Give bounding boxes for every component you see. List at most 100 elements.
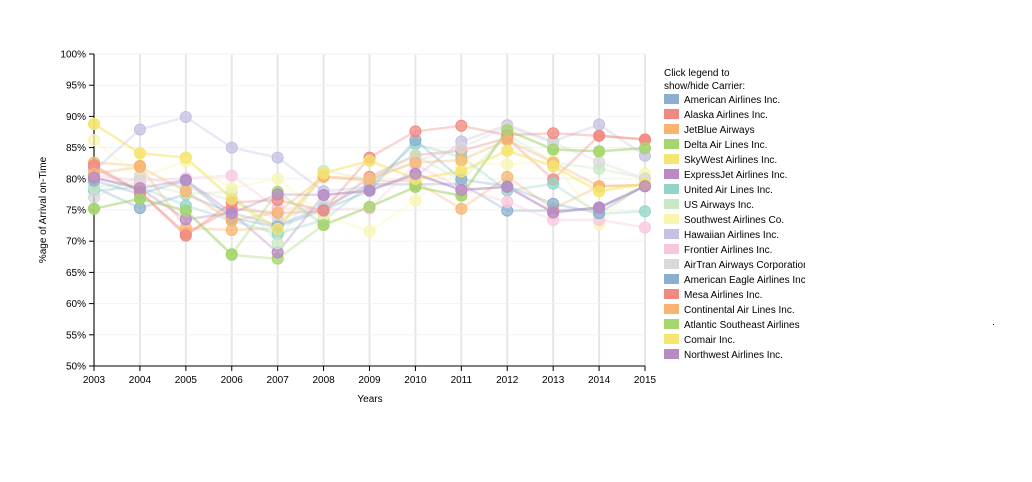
data-point	[455, 165, 468, 178]
y-tick-label: 85%	[66, 143, 86, 154]
legend-item[interactable]: Comair Inc.	[664, 334, 735, 346]
data-point	[501, 144, 514, 157]
legend-label[interactable]: Frontier Airlines Inc.	[684, 245, 772, 256]
data-point	[179, 111, 192, 124]
data-point	[88, 191, 100, 204]
legend-swatch[interactable]	[664, 184, 679, 194]
legend-label[interactable]: Delta Air Lines Inc.	[684, 140, 767, 151]
legend-swatch[interactable]	[664, 304, 679, 314]
data-point	[501, 158, 514, 171]
legend-swatch[interactable]	[664, 259, 679, 269]
data-point	[88, 202, 100, 215]
y-tick-label: 100%	[60, 50, 86, 61]
y-tick-label: 80%	[66, 174, 86, 185]
legend-swatch[interactable]	[664, 289, 679, 299]
data-point	[639, 221, 651, 234]
data-point	[363, 173, 376, 186]
legend-swatch[interactable]	[664, 319, 679, 329]
data-point	[363, 184, 376, 197]
legend-label[interactable]: Continental Air Lines Inc.	[684, 305, 795, 316]
legend-item[interactable]: United Air Lines Inc.	[664, 184, 773, 196]
legend-label[interactable]: Southwest Airlines Co.	[684, 215, 784, 226]
legend-item[interactable]: Continental Air Lines Inc.	[664, 304, 795, 316]
x-tick-label: 2005	[175, 375, 198, 386]
legend-swatch[interactable]	[664, 214, 679, 224]
legend-item[interactable]: Hawaiian Airlines Inc.	[664, 229, 779, 241]
legend-swatch[interactable]	[664, 199, 679, 209]
legend-item[interactable]: Alaska Airlines Inc.	[664, 109, 768, 121]
legend-label[interactable]: Atlantic Southeast Airlines	[684, 320, 800, 331]
x-axis: 2003 2004 2005 2006 2007 2008 2009 2010 2011 2012…	[83, 365, 657, 386]
legend-item[interactable]: Mesa Airlines Inc.	[664, 289, 762, 301]
legend-swatch[interactable]	[664, 274, 679, 284]
legend-item[interactable]: American Eagle Airlines Inc.	[664, 274, 809, 286]
y-tick-label: 70%	[66, 237, 86, 248]
legend-label[interactable]: Alaska Airlines Inc.	[684, 110, 768, 121]
data-point	[455, 154, 468, 167]
data-point	[179, 229, 192, 242]
legend-item[interactable]: American Airlines Inc.	[664, 94, 780, 106]
legend-item[interactable]: SkyWest Airlines Inc.	[664, 154, 777, 166]
legend-item[interactable]: AirTran Airways Corporation	[664, 259, 809, 271]
legend-label[interactable]: American Eagle Airlines Inc.	[684, 275, 809, 286]
legend-label[interactable]: Northwest Airlines Inc.	[684, 350, 783, 361]
legend-item[interactable]: JetBlue Airways	[664, 124, 755, 136]
data-point	[225, 169, 238, 182]
data-point	[547, 160, 560, 173]
data-point	[88, 134, 100, 147]
legend-swatch[interactable]	[664, 124, 679, 134]
legend-label[interactable]: AirTran Airways Corporation	[684, 260, 809, 271]
data-point	[179, 204, 192, 217]
legend-label[interactable]: American Airlines Inc.	[684, 95, 780, 106]
data-point	[133, 160, 146, 173]
y-tick-label: 65%	[66, 268, 86, 279]
x-tick-label: 2014	[588, 375, 611, 386]
legend-swatch[interactable]	[664, 349, 679, 359]
legend-label[interactable]: United Air Lines Inc.	[684, 185, 773, 196]
legend-item[interactable]: Frontier Airlines Inc.	[664, 244, 772, 256]
legend-item[interactable]: ExpressJet Airlines Inc.	[664, 169, 787, 181]
legend-item[interactable]: Northwest Airlines Inc.	[664, 349, 783, 361]
data-point	[317, 167, 330, 180]
legend-swatch[interactable]	[664, 154, 679, 164]
data-point	[409, 156, 422, 169]
data-point	[133, 123, 146, 136]
data-point	[133, 147, 146, 160]
legend-label[interactable]: SkyWest Airlines Inc.	[684, 155, 777, 166]
legend-swatch[interactable]	[664, 109, 679, 119]
legend-label[interactable]: JetBlue Airways	[684, 125, 755, 136]
data-point	[363, 225, 376, 238]
x-tick-label: 2012	[496, 375, 519, 386]
legend-swatch[interactable]	[664, 229, 679, 239]
data-point	[409, 194, 422, 207]
legend-item[interactable]: Delta Air Lines Inc.	[664, 139, 767, 151]
legend-label[interactable]: Comair Inc.	[684, 335, 735, 346]
legend-label[interactable]: ExpressJet Airlines Inc.	[684, 170, 787, 181]
legend-swatch[interactable]	[664, 139, 679, 149]
data-point	[271, 151, 284, 164]
x-tick-label: 2004	[129, 375, 152, 386]
data-point	[225, 141, 238, 154]
y-tick-label: 50%	[66, 362, 86, 373]
data-point	[455, 119, 468, 132]
y-tick-label: 55%	[66, 330, 86, 341]
legend-item[interactable]: US Airways Inc.	[664, 199, 754, 211]
legend-item[interactable]: Atlantic Southeast Airlines	[664, 319, 800, 331]
legend-label[interactable]: US Airways Inc.	[684, 200, 754, 211]
legend-swatch[interactable]	[664, 244, 679, 254]
legend-label[interactable]: Mesa Airlines Inc.	[684, 290, 762, 301]
data-point	[501, 195, 514, 208]
legend-label[interactable]: Hawaiian Airlines Inc.	[684, 230, 779, 241]
data-point	[363, 200, 376, 213]
data-point	[593, 118, 606, 131]
legend-swatch[interactable]	[664, 334, 679, 344]
data-point	[179, 185, 192, 198]
data-point	[455, 184, 468, 197]
legend-swatch[interactable]	[664, 94, 679, 104]
data-point	[179, 151, 192, 164]
data-point	[225, 192, 238, 205]
data-point	[547, 177, 560, 190]
y-axis-title: %age of Arrival on-Time	[38, 156, 49, 263]
legend-swatch[interactable]	[664, 169, 679, 179]
legend-item[interactable]: Southwest Airlines Co.	[664, 214, 784, 226]
